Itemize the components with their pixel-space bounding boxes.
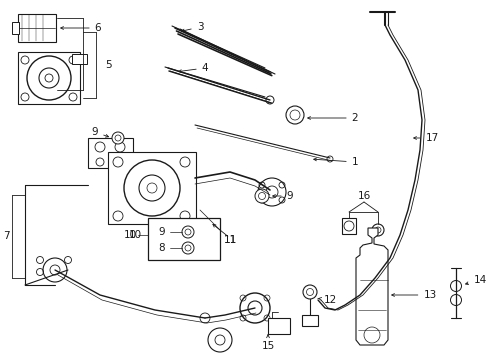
Text: 9: 9 (159, 227, 165, 237)
Text: 5: 5 (104, 60, 111, 70)
Text: 12: 12 (317, 295, 336, 305)
Text: 7: 7 (2, 231, 9, 241)
Bar (302, 315, 317, 326)
Circle shape (43, 258, 67, 282)
Polygon shape (355, 228, 387, 345)
Text: 2: 2 (307, 113, 358, 123)
Text: 13: 13 (391, 290, 436, 300)
Bar (341, 218, 355, 234)
Bar (12, 22, 19, 34)
Text: 17: 17 (413, 133, 438, 143)
Bar (18, 52, 80, 104)
Circle shape (449, 280, 461, 292)
Circle shape (27, 56, 71, 100)
Text: 4: 4 (178, 63, 208, 73)
Circle shape (112, 132, 124, 144)
Text: 1: 1 (313, 157, 358, 167)
Text: 14: 14 (465, 275, 486, 285)
Text: 10: 10 (128, 230, 141, 240)
Circle shape (254, 189, 268, 203)
Bar (88, 138, 133, 168)
Circle shape (303, 285, 316, 299)
Bar (18, 14, 56, 42)
Text: 8: 8 (159, 243, 165, 253)
Circle shape (207, 328, 231, 352)
Text: 9: 9 (272, 191, 293, 201)
Circle shape (124, 160, 180, 216)
Bar (108, 152, 196, 224)
Text: 10: 10 (123, 230, 136, 240)
Circle shape (258, 178, 285, 206)
Bar (72, 54, 87, 64)
Text: 3: 3 (181, 22, 203, 32)
Text: 15: 15 (261, 335, 274, 351)
Text: 16: 16 (357, 191, 370, 201)
Text: 11: 11 (223, 235, 236, 245)
Text: 9: 9 (92, 127, 108, 137)
Text: 11: 11 (223, 235, 236, 245)
Text: 6: 6 (61, 23, 101, 33)
Circle shape (240, 293, 269, 323)
Bar (148, 218, 220, 260)
Bar (267, 318, 289, 334)
Circle shape (449, 294, 461, 306)
